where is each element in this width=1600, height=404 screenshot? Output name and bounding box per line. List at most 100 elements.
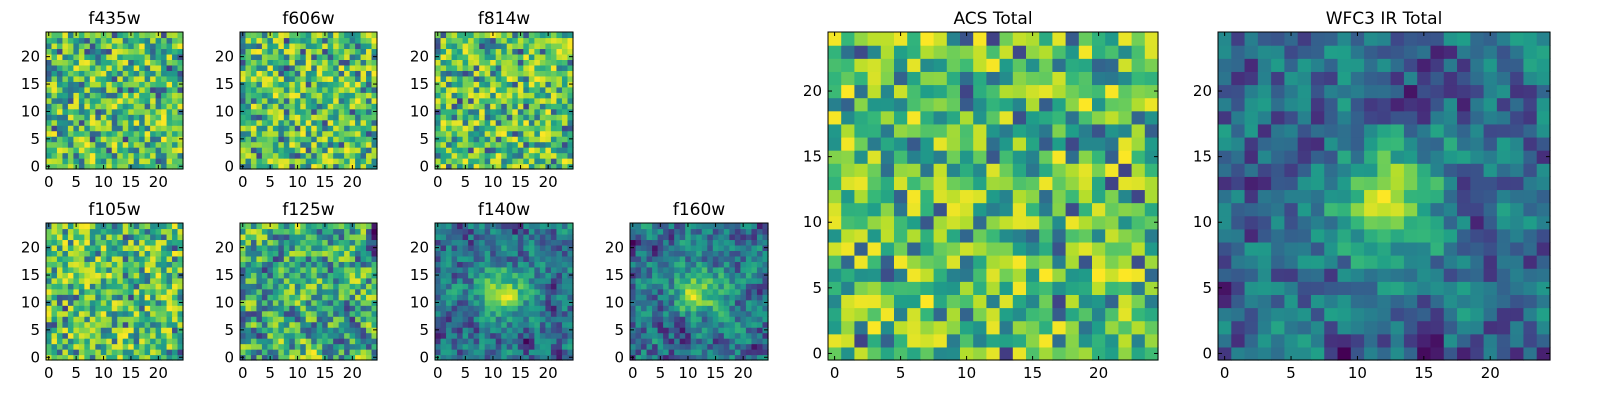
heatmap-cell (150, 228, 156, 234)
heatmap-cell (960, 321, 974, 335)
heatmap-cell (300, 245, 306, 251)
heatmap-cell (479, 87, 485, 93)
heatmap-cell (112, 125, 118, 131)
heatmap-cell (344, 228, 350, 234)
heatmap-cell (289, 70, 295, 76)
heatmap-cell (468, 48, 474, 54)
heatmap-cell (262, 239, 268, 245)
heatmap-cell (1066, 216, 1080, 230)
heatmap-cell (702, 327, 708, 333)
heatmap-cell (322, 283, 328, 289)
y-tick-label: 15 (215, 75, 234, 93)
heatmap-cell (751, 349, 757, 355)
heatmap-cell (245, 43, 251, 49)
heatmap-cell (150, 92, 156, 98)
heatmap-cell (501, 70, 507, 76)
heatmap-cell (295, 48, 301, 54)
heatmap-cell (663, 234, 669, 240)
heatmap-cell (344, 316, 350, 322)
heatmap-cell (73, 256, 79, 262)
heatmap-cell (691, 338, 697, 344)
heatmap-cell (757, 272, 763, 278)
heatmap-cell (328, 98, 334, 104)
heatmap-cell (306, 305, 312, 311)
heatmap-cell (161, 120, 167, 126)
heatmap-cell (446, 234, 452, 240)
heatmap-cell (79, 125, 85, 131)
heatmap-cell (441, 103, 447, 109)
heatmap-cell (641, 294, 647, 300)
heatmap-cell (551, 32, 557, 38)
heatmap-cell (289, 245, 295, 251)
heatmap-cell (446, 338, 452, 344)
heatmap-cell (540, 322, 546, 328)
heatmap-cell (123, 239, 129, 245)
heatmap-cell (273, 349, 279, 355)
heatmap-cell (68, 283, 74, 289)
heatmap-cell (1079, 294, 1093, 308)
heatmap-cell (355, 349, 361, 355)
heatmap-cell (652, 239, 658, 245)
heatmap-cell (251, 267, 257, 273)
heatmap-cell (112, 305, 118, 311)
heatmap-cell (446, 76, 452, 82)
heatmap-cell (485, 316, 491, 322)
heatmap-cell (123, 48, 129, 54)
heatmap-cell (680, 305, 686, 311)
heatmap-cell (51, 37, 57, 43)
heatmap-cell (947, 334, 961, 348)
heatmap-cell (68, 59, 74, 65)
heatmap-cell (256, 70, 262, 76)
heatmap-cell (474, 245, 480, 251)
heatmap-cell (696, 333, 702, 339)
heatmap-cell (490, 92, 496, 98)
heatmap-cell (79, 338, 85, 344)
heatmap-cell (112, 76, 118, 82)
heatmap-cell (680, 349, 686, 355)
heatmap-cell (156, 234, 162, 240)
heatmap-cell (735, 344, 741, 350)
heatmap-cell (278, 272, 284, 278)
heatmap-cell (685, 294, 691, 300)
heatmap-cell (518, 234, 524, 240)
heatmap-cell (446, 344, 452, 350)
heatmap-cell (90, 48, 96, 54)
heatmap-cell (355, 344, 361, 350)
heatmap-cell (696, 234, 702, 240)
heatmap-cell (101, 59, 107, 65)
heatmap-cell (523, 228, 529, 234)
heatmap-cell (1105, 308, 1119, 322)
heatmap-cell (1000, 176, 1014, 190)
heatmap-cell (1052, 255, 1066, 269)
heatmap-cell (273, 109, 279, 115)
heatmap-cell (128, 125, 134, 131)
heatmap-cell (90, 37, 96, 43)
heatmap-cell (490, 349, 496, 355)
heatmap-cell (446, 250, 452, 256)
heatmap-cell (117, 261, 123, 267)
heatmap-cell (540, 300, 546, 306)
heatmap-cell (273, 338, 279, 344)
heatmap-cell (441, 333, 447, 339)
heatmap-cell (551, 114, 557, 120)
heatmap-cell (350, 250, 356, 256)
heatmap-cell (366, 305, 372, 311)
heatmap-cell (457, 125, 463, 131)
heatmap-cell (496, 98, 502, 104)
heatmap-cell (251, 43, 257, 49)
heatmap-cell (240, 261, 246, 267)
heatmap-cell (167, 54, 173, 60)
heatmap-cell (562, 103, 568, 109)
heatmap-cell (73, 158, 79, 164)
heatmap-cell (551, 316, 557, 322)
heatmap-cell (311, 267, 317, 273)
heatmap-cell (441, 223, 447, 229)
heatmap-cell (150, 136, 156, 142)
heatmap-cell (172, 76, 178, 82)
heatmap-cell (973, 216, 987, 230)
heatmap-cell (117, 283, 123, 289)
heatmap-cell (496, 327, 502, 333)
heatmap-cell (339, 98, 345, 104)
heatmap-cell (123, 289, 129, 295)
heatmap-cell (729, 261, 735, 267)
